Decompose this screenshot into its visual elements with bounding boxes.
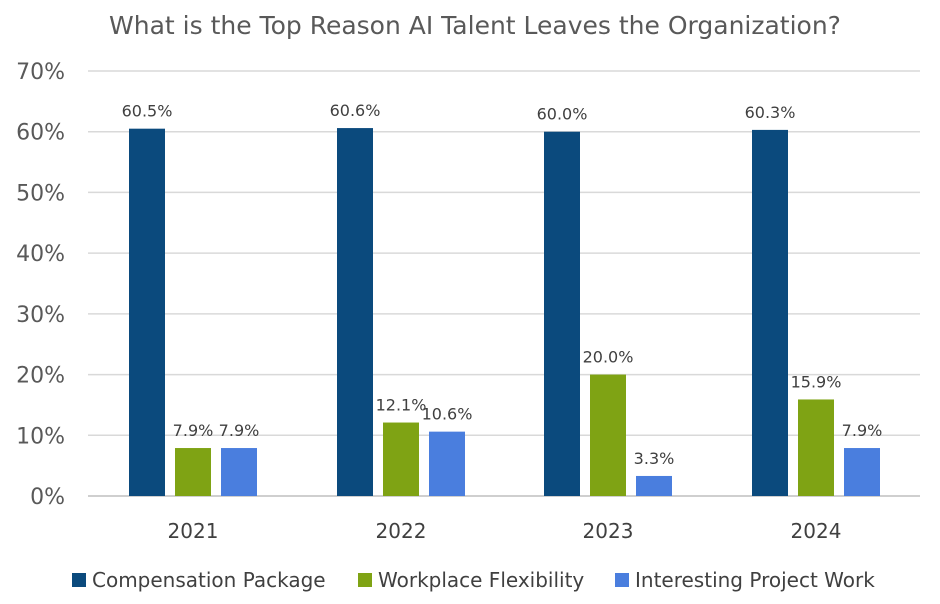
y-tick-label: 70% <box>16 60 65 85</box>
bar-workplace-flexibility-2022 <box>383 422 419 496</box>
bar-workplace-flexibility-2024 <box>798 399 834 496</box>
data-label: 20.0% <box>583 348 634 367</box>
y-tick-label: 50% <box>16 181 65 206</box>
y-tick-label: 60% <box>16 121 65 146</box>
legend: Compensation Package Workplace Flexibilit… <box>72 568 875 592</box>
data-labels: 60.5% 60.6% 60.0% 60.3% 7.9% 12.1% 20.0% 15.9% 7… <box>122 101 883 468</box>
data-label: 60.5% <box>122 102 173 121</box>
legend-label: Workplace Flexibility <box>378 568 584 592</box>
x-category-label: 2023 <box>583 519 634 543</box>
data-label: 12.1% <box>376 396 427 415</box>
bar-compensation-package-2024 <box>752 129 788 496</box>
bar-compensation-package-2022 <box>337 128 373 497</box>
y-axis-ticks: 0% 10% 20% 30% 40% 50% 60% 70% <box>16 60 65 510</box>
data-label: 60.3% <box>745 103 796 122</box>
x-category-label: 2022 <box>376 519 427 543</box>
bar-compensation-package-2021 <box>129 128 165 496</box>
x-category-label: 2024 <box>791 519 842 543</box>
bar-workplace-flexibility-2023 <box>590 374 626 496</box>
data-label: 15.9% <box>791 372 842 391</box>
data-label: 10.6% <box>422 405 473 424</box>
y-tick-label: 40% <box>16 242 65 267</box>
y-tick-label: 0% <box>30 485 65 510</box>
bar-interesting-project-work-2021 <box>221 448 257 496</box>
x-category-label: 2021 <box>168 519 219 543</box>
bar-interesting-project-work-2022 <box>429 431 465 496</box>
legend-label: Compensation Package <box>92 568 326 592</box>
data-label: 60.0% <box>537 105 588 124</box>
y-tick-label: 20% <box>16 364 65 389</box>
y-tick-label: 30% <box>16 303 65 328</box>
bar-interesting-project-work-2023 <box>636 475 672 496</box>
y-tick-label: 10% <box>16 424 65 449</box>
data-label: 7.9% <box>219 421 260 440</box>
bar-workplace-flexibility-2021 <box>175 448 211 496</box>
data-label: 7.9% <box>173 421 214 440</box>
data-label: 7.9% <box>842 421 883 440</box>
data-label: 3.3% <box>634 449 675 468</box>
legend-label: Interesting Project Work <box>635 568 875 592</box>
chart-title: What is the Top Reason AI Talent Leaves … <box>109 11 841 40</box>
bar-interesting-project-work-2024 <box>844 448 880 496</box>
legend-swatch <box>358 573 372 587</box>
data-label: 60.6% <box>330 101 381 120</box>
bar-compensation-package-2023 <box>544 131 580 496</box>
gridlines <box>88 70 920 497</box>
legend-swatch <box>615 573 629 587</box>
bars <box>129 128 880 497</box>
x-axis-categories: 2021 2022 2023 2024 <box>168 519 842 543</box>
legend-swatch <box>72 573 86 587</box>
